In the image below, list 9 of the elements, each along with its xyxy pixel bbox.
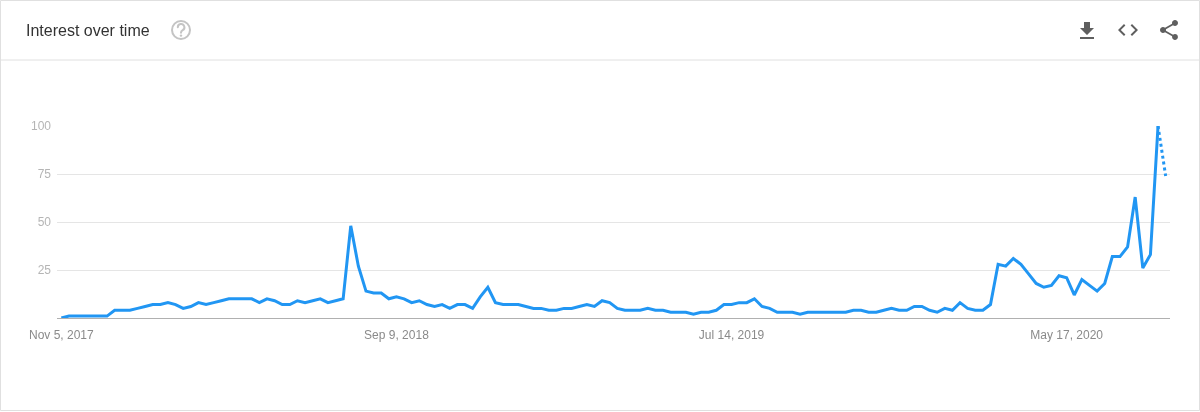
x-tick-label: Jul 14, 2019 (698, 328, 765, 343)
y-tick-label: 25 (37, 263, 52, 278)
x-tick-label: Sep 9, 2018 (364, 328, 430, 343)
x-tick-label: May 17, 2020 (1030, 328, 1104, 343)
y-tick-label: 50 (37, 215, 52, 230)
x-tick-label: Nov 5, 2017 (28, 328, 95, 343)
y-tick-label: 100 (30, 119, 52, 134)
y-tick-label: 75 (37, 167, 52, 182)
chart-title: Interest over time (26, 21, 150, 39)
